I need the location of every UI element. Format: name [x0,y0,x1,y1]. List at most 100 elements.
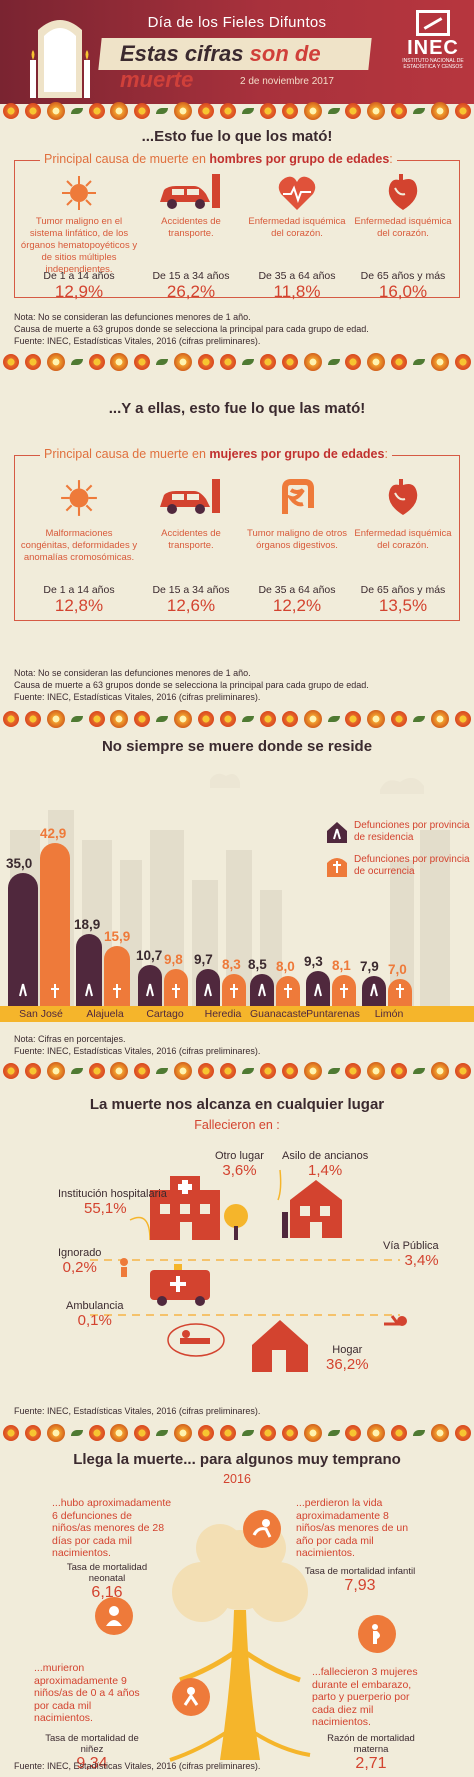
place-unknown-pct: 0,2% [62,1259,97,1276]
residence-section-title: No siempre se muere donde se reside [101,738,373,755]
nursing-home-icon [282,1180,342,1238]
men-cause-1-age: De 1 a 14 años [43,270,115,282]
place-asylum: Asilo de ancianos 1,4% [282,1150,368,1179]
value-residence-4: 8,5 [248,956,267,972]
cell-icon [61,480,97,516]
men-section-title: ...Esto fue lo que los mató! [141,128,333,145]
province-label-4: Guanacaste [250,1008,307,1020]
men-label-post: : [389,152,393,166]
men-cause-3: Enfermedad isquémica del corazón. De 35 … [244,174,350,302]
infant-maternal: ...fallecieron 3 mujeres durante el emba… [312,1666,430,1773]
bar-occurrence-1 [104,945,130,1006]
house-ribbon-icon [327,822,347,843]
place-home-pct: 36,2% [326,1356,369,1373]
women-cause-1-age: De 1 a 14 años [43,584,115,596]
place-home-label: Hogar [332,1344,363,1356]
grave-cross-icon [327,858,347,877]
logo-mark-icon [416,10,450,36]
car-crash-icon [160,479,220,514]
header-banner: Día de los Fieles Difuntos Estas cifras … [0,0,474,104]
place-street-label: Vía Pública [383,1240,439,1252]
infant-infantil-value: 7,93 [344,1576,376,1594]
men-label-pre: Principal causa de muerte en [44,152,206,166]
tree-illustration [169,1524,311,1762]
men-cause-1-desc: Tumor maligno en el sistema linfático, d… [20,216,138,275]
tree-icon [224,1204,248,1240]
men-cause-4-pct: 16,0% [378,282,428,301]
place-street-pct: 3,4% [404,1252,439,1269]
women-note-2: Causa de muerte a 63 grupos donde se sel… [14,680,369,690]
province-label-1: Alajuela [86,1008,124,1020]
heart-icon [388,479,418,515]
province-label-2: Cartago [146,1008,184,1020]
infant-childhood-label: Tasa de mortalidad de niñez [45,1732,139,1755]
value-residence-1: 18,9 [74,917,101,933]
women-label-pre: Principal causa de muerte en [44,447,206,461]
men-cause-3-age: De 35 a 64 años [258,270,336,282]
women-cause-4-pct: 13,5% [378,596,428,615]
men-cause-2-pct: 26,2% [166,282,216,301]
women-cause-3-age: De 35 a 64 años [258,584,336,596]
ambulance-icon [150,1264,210,1306]
women-label-bold: mujeres por grupo de edades [209,447,385,461]
bar-residence-4 [250,973,274,1006]
women-cause-3: Tumor maligno de otros órganos digestivo… [244,478,350,616]
infant-childhood-value: 9,34 [76,1754,108,1772]
bar-residence-5 [306,970,330,1006]
place-hospital: Institución hospitalaria 55,1% [58,1188,167,1217]
title-part-1: Estas cifras [120,41,244,66]
infant-childhood-text: ...murieron aproximadamente 9 niños/as d… [34,1662,140,1724]
women-cause-2: Accidentes de transporte. De 15 a 34 año… [138,478,244,616]
residence-note-2: Fuente: INEC, Estadísticas Vitales, 2016… [14,1046,261,1056]
value-occurrence-2: 9,8 [164,951,183,967]
bar-occurrence-4 [276,975,300,1006]
place-ambulance-label: Ambulancia [66,1300,124,1312]
car-crash-icon [160,174,220,209]
men-cause-2: Accidentes de transporte. De 15 a 34 año… [138,174,244,302]
value-occurrence-4: 8,0 [276,958,295,974]
infant-section-title: Llega la muerte... para algunos muy temp… [73,1451,401,1468]
infant-infantil-label: Tasa de mortalidad infantil [304,1565,416,1577]
newborn-icon [95,1597,133,1635]
men-cause-3-pct: 11,8% [273,282,321,301]
women-cause-4-age: De 65 años y más [360,584,446,596]
men-cause-4-desc: Enfermedad isquémica del corazón. [354,216,452,239]
women-section-title: ...Y a ellas, esto fue lo que las mató! [108,400,366,417]
logo-caption: INSTITUTO NACIONAL DE ESTADÍSTICA Y CENS… [402,58,464,70]
province-label-6: Limón [374,1008,404,1020]
women-notes: Nota: No se consideran las defunciones m… [14,667,460,703]
value-occurrence-1: 15,9 [104,928,131,944]
infant-source: Fuente: INEC, Estadísticas Vitales, 2016… [14,1761,261,1771]
places-illustration [90,1169,407,1372]
pregnant-woman-icon [358,1615,396,1653]
places-section-title: La muerte nos alcanza en cualquier lugar [89,1096,385,1113]
inec-logo: INEC INSTITUTO NACIONAL DE ESTADÍSTICA Y… [400,10,466,80]
infant-year: 2016 [223,1472,251,1486]
province-label-0: San José [19,1008,63,1020]
legend-residence: Defunciones por provincia de residencia [326,820,474,844]
value-residence-5: 9,3 [304,953,323,969]
women-causes-row: Malformaciones congénitas, deformidades … [20,478,456,616]
place-ambulance-pct: 0,1% [77,1312,112,1329]
intestine-icon [282,479,314,514]
value-residence-2: 10,7 [136,948,163,964]
bar-occurrence-6 [388,979,412,1006]
place-asylum-pct: 1,4% [308,1162,343,1179]
residence-notes: Nota: Cifras en porcentajes. Fuente: INE… [14,1033,460,1057]
flower-garland [0,351,474,373]
women-cause-2-pct: 12,6% [166,596,216,615]
legend-occurrence: Defunciones por provincia de ocurrencia [326,854,474,878]
fallen-person-icon [384,1315,407,1326]
women-cause-2-desc: Accidentes de transporte. [161,528,221,551]
men-note-3: Fuente: INEC, Estadísticas Vitales, 2016… [14,336,261,346]
women-cause-1: Malformaciones congénitas, deformidades … [20,478,138,616]
bar-occurrence-5 [332,975,356,1006]
bar-occurrence-0 [40,842,70,1006]
men-label-bold: hombres por grupo de edades [209,152,390,166]
men-causes-row: Tumor maligno en el sistema linfático, d… [20,174,456,302]
place-hospital-label: Institución hospitalaria [58,1188,167,1200]
header-subtitle: Día de los Fieles Difuntos [147,14,327,31]
title-part-2: son de muerte [120,41,321,92]
women-cause-4-desc: Enfermedad isquémica del corazón. [354,528,452,551]
heart-pulse-icon [278,176,316,210]
